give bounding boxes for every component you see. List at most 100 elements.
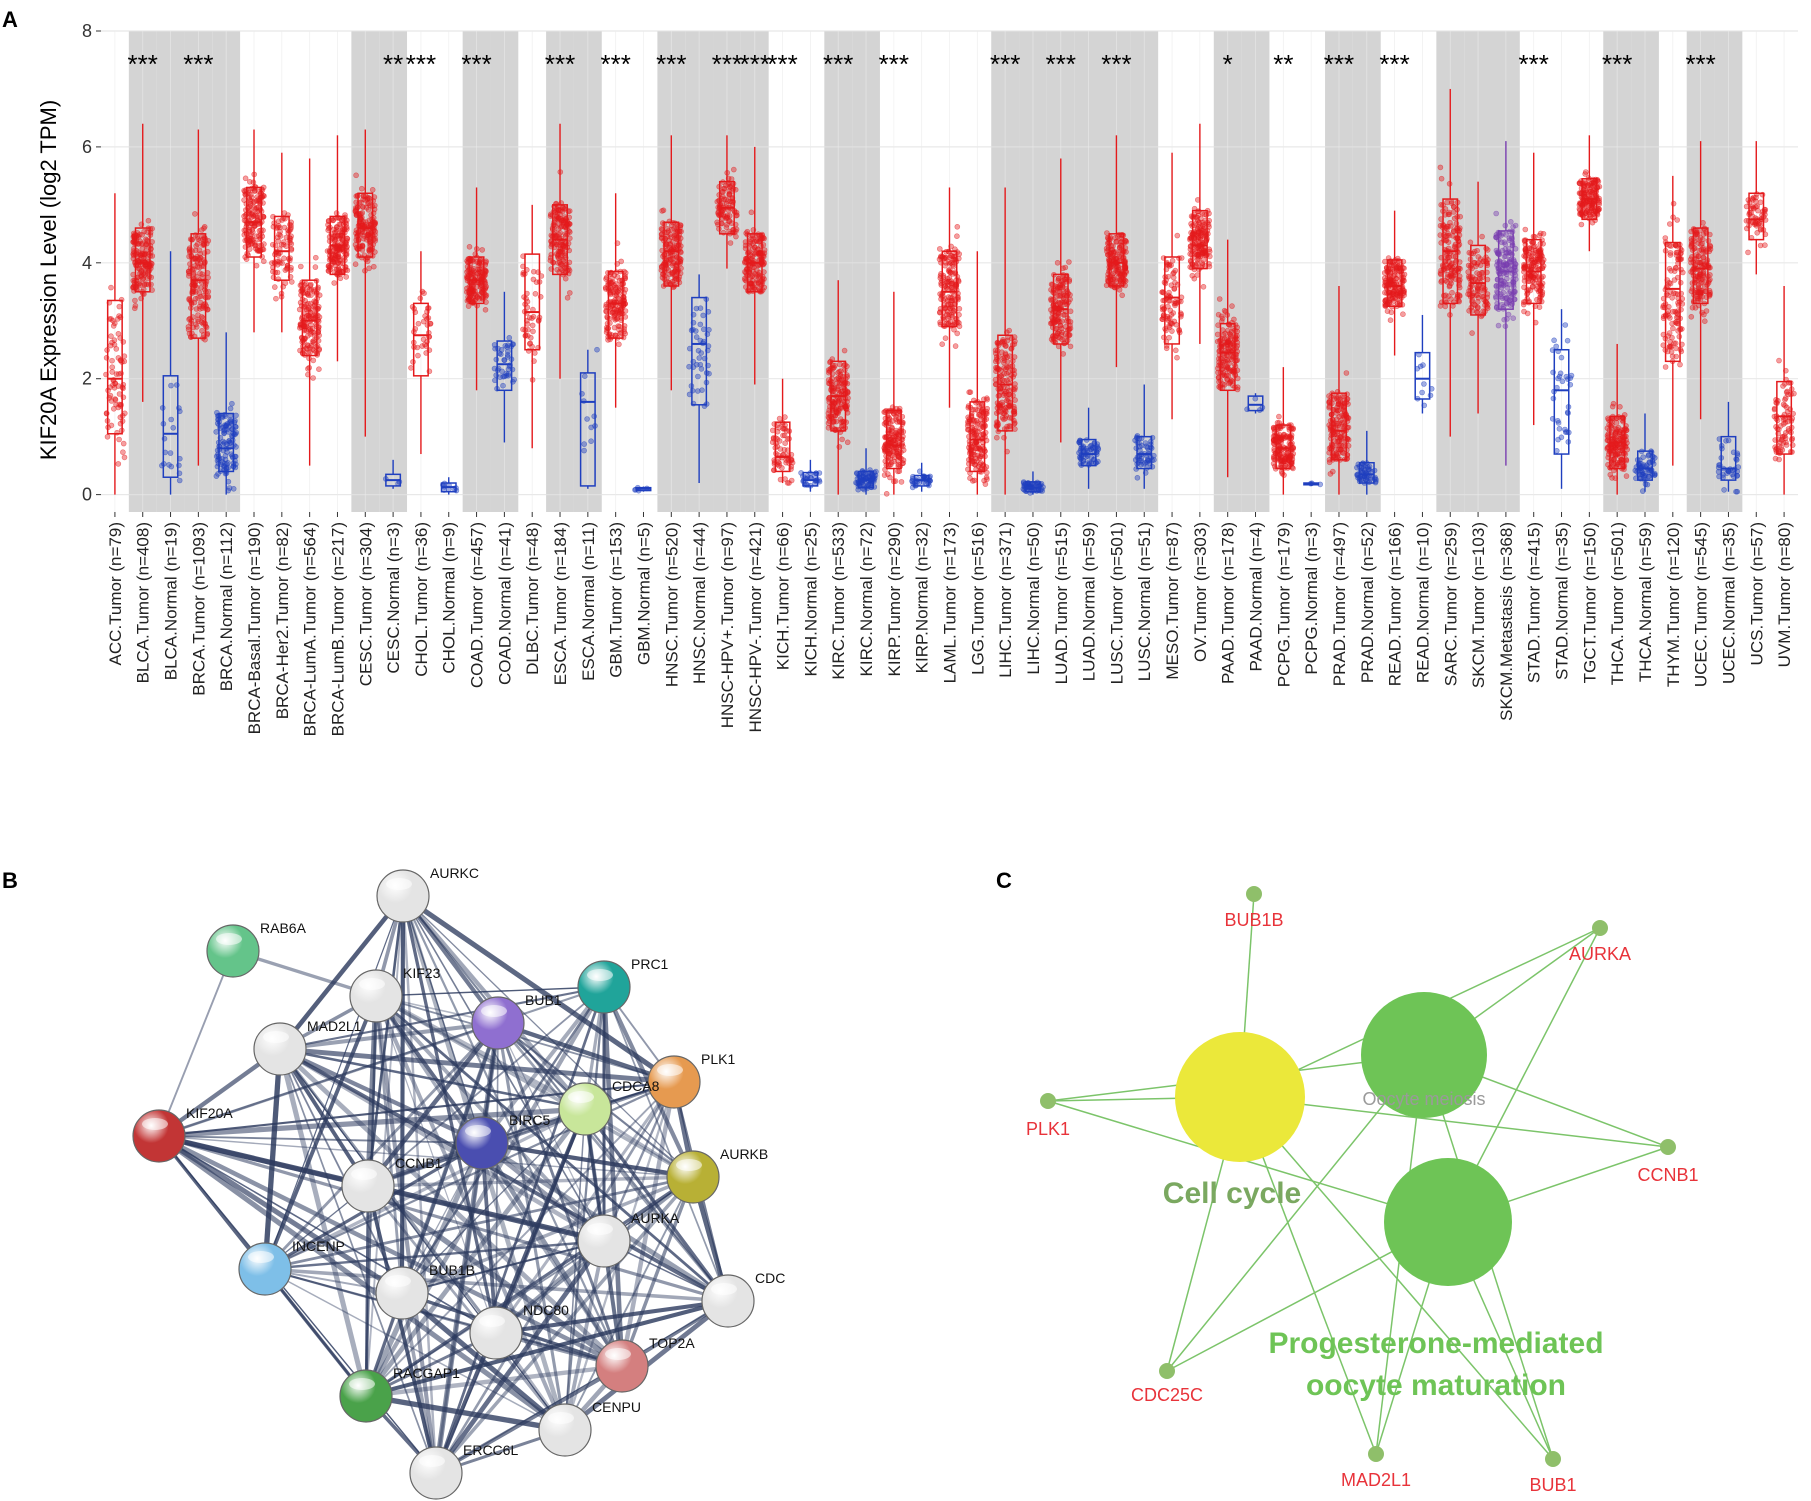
data-point: [369, 187, 376, 193]
data-point: [726, 213, 733, 219]
data-point: [1005, 404, 1012, 410]
data-point: [260, 258, 267, 265]
data-point: [143, 236, 149, 243]
data-point: [622, 308, 629, 314]
data-point: [1448, 198, 1455, 205]
data-point: [706, 326, 712, 333]
data-point: [555, 251, 562, 258]
data-point: [142, 265, 148, 272]
data-point: [1438, 175, 1445, 182]
data-point: [604, 315, 611, 321]
data-point: [1451, 204, 1457, 210]
data-point: [491, 365, 498, 372]
data-point: [885, 471, 891, 477]
data-point: [659, 208, 665, 214]
data-point: [1390, 290, 1396, 297]
data-point: [781, 446, 788, 453]
data-point: [1191, 275, 1198, 282]
data-point: [500, 382, 506, 389]
data-point: [253, 262, 260, 269]
data-point: [782, 425, 788, 432]
data-point: [825, 410, 832, 417]
data-point: [331, 280, 338, 286]
data-point: [784, 480, 791, 486]
data-point: [755, 280, 762, 287]
data-point: [950, 309, 956, 316]
data-point: [470, 283, 477, 290]
data-point: [966, 389, 973, 396]
data-point: [472, 288, 478, 295]
data-point: [1061, 292, 1068, 299]
data-point: [898, 479, 905, 485]
data-point: [1103, 245, 1110, 252]
data-point: [1335, 393, 1341, 400]
data-point: [213, 429, 219, 435]
data-point: [498, 346, 505, 353]
data-point: [591, 413, 598, 420]
data-point: [769, 427, 776, 434]
data-point: [1121, 272, 1128, 278]
data-point: [316, 292, 323, 299]
data-point: [720, 189, 726, 195]
data-point: [1421, 381, 1427, 387]
data-point: [1234, 386, 1241, 393]
data-point: [170, 424, 176, 431]
data-point: [1437, 303, 1444, 309]
data-point: [194, 234, 201, 240]
data-point: [115, 461, 122, 467]
data-point: [287, 221, 293, 228]
data-point: [226, 485, 233, 491]
data-point: [697, 321, 704, 328]
data-point: [408, 365, 414, 371]
data-point: [1200, 257, 1207, 263]
data-point: [529, 315, 535, 322]
data-point: [663, 265, 670, 272]
data-point: [1110, 270, 1117, 277]
data-point: [307, 281, 314, 288]
data-point: [197, 260, 204, 267]
data-point: [141, 282, 148, 288]
data-point: [222, 452, 229, 459]
data-point: [723, 224, 730, 230]
data-point: [998, 373, 1004, 379]
data-point: [617, 330, 623, 337]
data-point: [108, 422, 115, 429]
data-point: [1172, 298, 1179, 305]
data-point: [556, 207, 562, 214]
data-point: [504, 348, 511, 355]
data-point: [246, 227, 253, 233]
data-point: [894, 452, 901, 459]
data-point: [1003, 364, 1010, 370]
data-point: [213, 473, 220, 479]
data-point: [421, 290, 427, 297]
data-point: [954, 224, 961, 230]
data-point: [137, 282, 143, 289]
data-point: [696, 355, 703, 361]
data-point: [831, 399, 837, 406]
data-point: [197, 251, 203, 257]
data-point: [956, 305, 963, 312]
data-point: [1171, 269, 1177, 276]
data-point: [1113, 265, 1119, 272]
data-point: [247, 246, 253, 252]
data-point: [1278, 437, 1284, 444]
data-point: [1276, 413, 1282, 420]
data-point: [622, 286, 629, 293]
panel-letter-b: B: [2, 868, 18, 893]
data-point: [761, 247, 768, 253]
data-point: [947, 269, 954, 276]
data-point: [1006, 353, 1013, 360]
data-point: [255, 204, 262, 210]
data-point: [747, 279, 754, 286]
data-point: [113, 346, 120, 352]
data-point: [470, 268, 477, 274]
data-point: [716, 226, 722, 232]
data-point: [189, 248, 195, 254]
data-point: [887, 450, 894, 456]
data-point: [1055, 318, 1062, 325]
data-point: [1330, 468, 1336, 475]
data-point: [839, 436, 845, 443]
data-point: [588, 438, 594, 445]
data-point: [185, 326, 192, 333]
data-point: [1002, 415, 1009, 422]
